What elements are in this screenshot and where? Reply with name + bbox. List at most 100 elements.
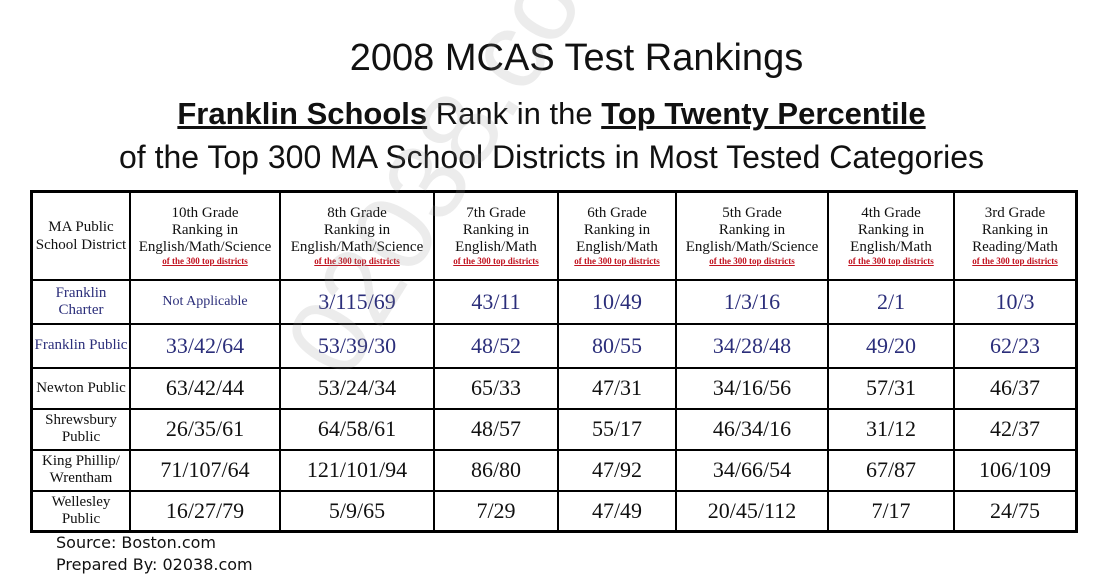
ranking-cell: 121/101/94 [280, 450, 434, 491]
prepared-by-line: Prepared By: 02038.com [56, 554, 253, 576]
subtitle-top-twenty: Top Twenty Percentile [601, 96, 925, 131]
district-name: Newton Public [32, 368, 131, 409]
ranking-cell: 86/80 [434, 450, 558, 491]
header-grade: 8th Grade [281, 205, 433, 222]
ranking-cell: 64/58/61 [280, 409, 434, 450]
table-row-wellesley: Wellesley Public 16/27/79 5/9/65 7/29 47… [32, 491, 1077, 532]
header-grade: 7th Grade [435, 205, 557, 222]
table-row-franklin-charter: Franklin Charter Not Applicable 3/115/69… [32, 280, 1077, 324]
rankings-table: MA Public School District 10th Grade Ran… [30, 190, 1078, 533]
source-note: Source: Boston.com Prepared By: 02038.co… [56, 532, 253, 576]
grade-10-header: 10th Grade Ranking in English/Math/Scien… [130, 192, 280, 280]
header-line: Ranking in [829, 222, 953, 239]
ranking-cell: 34/28/48 [676, 324, 828, 368]
subtitle-franklin-schools: Franklin Schools [177, 96, 427, 131]
district-column-header: MA Public School District [32, 192, 131, 280]
header-line: English/Math/Science [677, 239, 827, 256]
ranking-cell: 48/52 [434, 324, 558, 368]
ranking-cell: 47/31 [558, 368, 676, 409]
ranking-cell: 53/24/34 [280, 368, 434, 409]
table-row-franklin-public: Franklin Public 33/42/64 53/39/30 48/52 … [32, 324, 1077, 368]
ranking-cell: 80/55 [558, 324, 676, 368]
table-row-king-phillip: King Phillip/ Wrentham 71/107/64 121/101… [32, 450, 1077, 491]
header-line: Ranking in [131, 222, 279, 239]
ranking-cell: 43/11 [434, 280, 558, 324]
subtitle-line-2: of the Top 300 MA School Districts in Mo… [0, 138, 1103, 176]
ranking-cell: 24/75 [954, 491, 1077, 532]
grade-6-header: 6th Grade Ranking in English/Math of the… [558, 192, 676, 280]
ranking-cell: 34/66/54 [676, 450, 828, 491]
source-line: Source: Boston.com [56, 532, 253, 554]
header-line: English/Math/Science [281, 239, 433, 256]
table-row-shrewsbury: Shrewsbury Public 26/35/61 64/58/61 48/5… [32, 409, 1077, 450]
header-grade: 6th Grade [559, 205, 675, 222]
header-note: of the 300 top districts [677, 256, 827, 267]
ranking-cell: 16/27/79 [130, 491, 280, 532]
grade-4-header: 4th Grade Ranking in English/Math of the… [828, 192, 954, 280]
ranking-cell: 33/42/64 [130, 324, 280, 368]
ranking-cell: 57/31 [828, 368, 954, 409]
header-grade: 4th Grade [829, 205, 953, 222]
ranking-cell: 26/35/61 [130, 409, 280, 450]
header-line: English/Math [559, 239, 675, 256]
ranking-cell: 67/87 [828, 450, 954, 491]
ranking-cell: 62/23 [954, 324, 1077, 368]
district-name: Shrewsbury Public [32, 409, 131, 450]
header-line: Reading/Math [955, 239, 1075, 256]
district-name: Franklin Public [32, 324, 131, 368]
header-note: of the 300 top districts [829, 256, 953, 267]
table-header-row: MA Public School District 10th Grade Ran… [32, 192, 1077, 280]
ranking-cell: 47/49 [558, 491, 676, 532]
header-line: Ranking in [435, 222, 557, 239]
ranking-cell: 2/1 [828, 280, 954, 324]
page-title: 2008 MCAS Test Rankings [0, 36, 1103, 80]
header-line: Ranking in [955, 222, 1075, 239]
ranking-cell: 46/37 [954, 368, 1077, 409]
ranking-cell: 20/45/112 [676, 491, 828, 532]
ranking-cell: 49/20 [828, 324, 954, 368]
header-line: English/Math/Science [131, 239, 279, 256]
ranking-cell: 1/3/16 [676, 280, 828, 324]
header-line: English/Math [829, 239, 953, 256]
ranking-cell: 10/3 [954, 280, 1077, 324]
grade-5-header: 5th Grade Ranking in English/Math/Scienc… [676, 192, 828, 280]
ranking-cell: 46/34/16 [676, 409, 828, 450]
ranking-cell: 7/29 [434, 491, 558, 532]
header-note: of the 300 top districts [131, 256, 279, 267]
subtitle: Franklin Schools Rank in the Top Twenty … [0, 96, 1103, 132]
ranking-cell: 65/33 [434, 368, 558, 409]
header-note: of the 300 top districts [559, 256, 675, 267]
header-line: Ranking in [559, 222, 675, 239]
header-note: of the 300 top districts [955, 256, 1075, 267]
ranking-cell: 31/12 [828, 409, 954, 450]
ranking-cell: Not Applicable [130, 280, 280, 324]
ranking-cell: 10/49 [558, 280, 676, 324]
ranking-cell: 48/57 [434, 409, 558, 450]
grade-7-header: 7th Grade Ranking in English/Math of the… [434, 192, 558, 280]
table-row-newton: Newton Public 63/42/44 53/24/34 65/33 47… [32, 368, 1077, 409]
ranking-cell: 42/37 [954, 409, 1077, 450]
ranking-cell: 7/17 [828, 491, 954, 532]
header-line: English/Math [435, 239, 557, 256]
ranking-cell: 106/109 [954, 450, 1077, 491]
district-name: Franklin Charter [32, 280, 131, 324]
grade-3-header: 3rd Grade Ranking in Reading/Math of the… [954, 192, 1077, 280]
ranking-cell: 3/115/69 [280, 280, 434, 324]
header-grade: 5th Grade [677, 205, 827, 222]
header-grade: 3rd Grade [955, 205, 1075, 222]
ranking-cell: 47/92 [558, 450, 676, 491]
ranking-cell: 63/42/44 [130, 368, 280, 409]
header-grade: 10th Grade [131, 205, 279, 222]
district-name: Wellesley Public [32, 491, 131, 532]
header-line: Ranking in [677, 222, 827, 239]
ranking-cell: 71/107/64 [130, 450, 280, 491]
ranking-cell: 53/39/30 [280, 324, 434, 368]
header-note: of the 300 top districts [435, 256, 557, 267]
ranking-cell: 34/16/56 [676, 368, 828, 409]
ranking-cell: 55/17 [558, 409, 676, 450]
header-line: Ranking in [281, 222, 433, 239]
ranking-cell: 5/9/65 [280, 491, 434, 532]
district-name: King Phillip/ Wrentham [32, 450, 131, 491]
subtitle-middle: Rank in the [427, 96, 601, 131]
header-note: of the 300 top districts [281, 256, 433, 267]
